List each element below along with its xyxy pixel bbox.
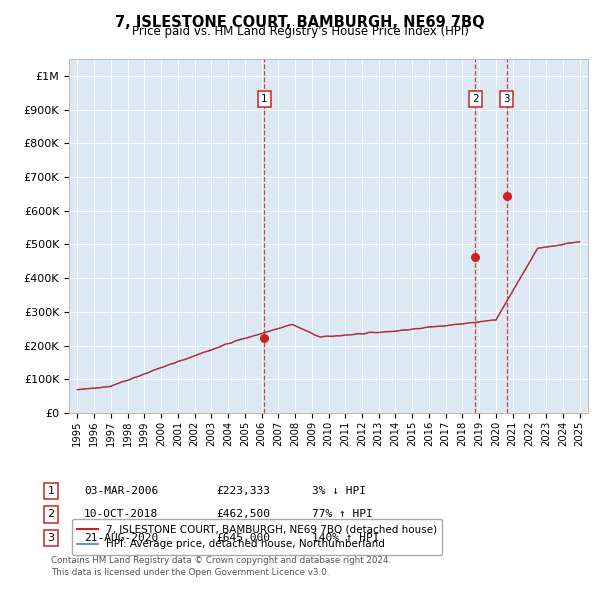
Text: Contains HM Land Registry data © Crown copyright and database right 2024.: Contains HM Land Registry data © Crown c…	[51, 556, 391, 565]
Text: 10-OCT-2018: 10-OCT-2018	[84, 510, 158, 519]
Text: 3: 3	[503, 94, 510, 104]
Text: 2: 2	[472, 94, 479, 104]
Text: £645,000: £645,000	[216, 533, 270, 543]
Text: 77% ↑ HPI: 77% ↑ HPI	[312, 510, 373, 519]
Text: 03-MAR-2006: 03-MAR-2006	[84, 486, 158, 496]
Text: 1: 1	[47, 486, 55, 496]
Text: 3: 3	[47, 533, 55, 543]
Text: 7, ISLESTONE COURT, BAMBURGH, NE69 7BQ: 7, ISLESTONE COURT, BAMBURGH, NE69 7BQ	[115, 15, 485, 30]
Text: This data is licensed under the Open Government Licence v3.0.: This data is licensed under the Open Gov…	[51, 568, 329, 577]
Text: 21-AUG-2020: 21-AUG-2020	[84, 533, 158, 543]
Text: 140% ↑ HPI: 140% ↑ HPI	[312, 533, 380, 543]
Text: 3% ↓ HPI: 3% ↓ HPI	[312, 486, 366, 496]
Text: 1: 1	[261, 94, 268, 104]
Text: 2: 2	[47, 510, 55, 519]
Text: £462,500: £462,500	[216, 510, 270, 519]
Legend: 7, ISLESTONE COURT, BAMBURGH, NE69 7BQ (detached house), HPI: Average price, det: 7, ISLESTONE COURT, BAMBURGH, NE69 7BQ (…	[71, 519, 442, 555]
Text: £223,333: £223,333	[216, 486, 270, 496]
Text: Price paid vs. HM Land Registry's House Price Index (HPI): Price paid vs. HM Land Registry's House …	[131, 25, 469, 38]
